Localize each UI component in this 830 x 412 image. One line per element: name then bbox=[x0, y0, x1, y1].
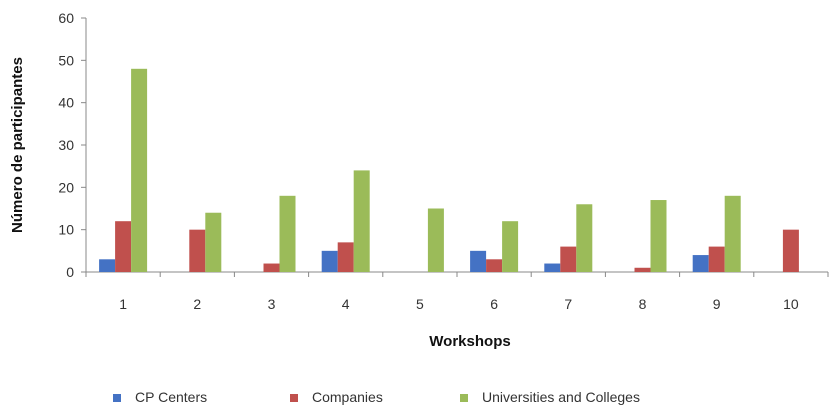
bar-companies-9 bbox=[708, 246, 725, 272]
x-tick-label: 10 bbox=[783, 296, 799, 312]
legend-swatch bbox=[460, 394, 468, 402]
x-tick-label: 8 bbox=[639, 296, 647, 312]
bar-universities-and-colleges-4 bbox=[353, 170, 370, 272]
bar-companies-4 bbox=[337, 242, 354, 272]
x-tick-label: 4 bbox=[342, 296, 350, 312]
y-axis-title: Número de participantes bbox=[9, 57, 26, 233]
y-tick-label: 0 bbox=[66, 264, 74, 280]
y-tick-label: 10 bbox=[58, 222, 74, 238]
legend-label: Universities and Colleges bbox=[482, 389, 640, 405]
bar-universities-and-colleges-1 bbox=[131, 68, 148, 272]
bar-cp-centers-9 bbox=[692, 255, 709, 272]
bar-cp-centers-1 bbox=[99, 259, 116, 272]
x-tick-label: 7 bbox=[564, 296, 572, 312]
x-axis-title: Workshops bbox=[429, 333, 510, 350]
bar-companies-2 bbox=[189, 229, 206, 272]
y-tick-label: 20 bbox=[58, 179, 74, 195]
bar-companies-10 bbox=[782, 229, 799, 272]
bar-cp-centers-6 bbox=[470, 250, 487, 272]
bar-universities-and-colleges-6 bbox=[502, 221, 519, 272]
x-tick-label: 9 bbox=[713, 296, 721, 312]
y-tick-label: 40 bbox=[58, 95, 74, 111]
y-axis: 0 10 20 30 40 50 60 bbox=[58, 10, 87, 280]
legend: CP Centers Companies Universities and Coll… bbox=[113, 389, 640, 405]
bar-companies-6 bbox=[486, 259, 503, 272]
x-tick-label: 6 bbox=[490, 296, 498, 312]
bar-universities-and-colleges-8 bbox=[650, 200, 667, 272]
y-tick-label: 60 bbox=[58, 10, 74, 26]
bar-cp-centers-4 bbox=[321, 250, 338, 272]
bar-companies-8 bbox=[634, 267, 651, 272]
bar-companies-1 bbox=[115, 221, 132, 272]
x-tick-label: 2 bbox=[193, 296, 201, 312]
y-tick-label: 50 bbox=[58, 52, 74, 68]
bar-universities-and-colleges-3 bbox=[279, 195, 296, 272]
legend-swatch bbox=[290, 394, 298, 402]
legend-label: CP Centers bbox=[135, 389, 207, 405]
x-axis: 1 2 3 4 5 6 7 8 9 10 bbox=[85, 271, 829, 312]
bar-universities-and-colleges-5 bbox=[427, 208, 444, 272]
y-tick-label: 30 bbox=[58, 137, 74, 153]
legend-label: Companies bbox=[312, 389, 383, 405]
bar-universities-and-colleges-7 bbox=[576, 204, 593, 272]
legend-swatch bbox=[113, 394, 121, 402]
bars bbox=[99, 68, 799, 272]
bar-cp-centers-7 bbox=[544, 263, 561, 272]
x-tick-label: 5 bbox=[416, 296, 424, 312]
x-tick-label: 1 bbox=[119, 296, 127, 312]
bar-universities-and-colleges-2 bbox=[205, 212, 222, 272]
bar-companies-3 bbox=[263, 263, 280, 272]
x-tick-label: 3 bbox=[268, 296, 276, 312]
bar-companies-7 bbox=[560, 246, 577, 272]
bar-universities-and-colleges-9 bbox=[724, 195, 741, 272]
